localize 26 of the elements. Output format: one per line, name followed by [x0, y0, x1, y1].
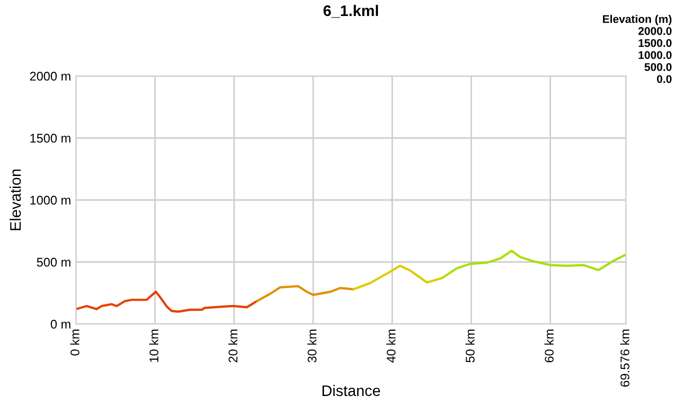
x-tick-label: 20 km	[228, 330, 238, 362]
x-tick-label: 30 km	[307, 330, 317, 362]
y-tick-label: 2000 m	[30, 72, 70, 81]
x-tick-label: 10 km	[149, 330, 158, 362]
y-axis-title: Elevation	[10, 170, 21, 230]
x-axis-title: Distance	[322, 384, 380, 396]
x-tick-label: 60 km	[544, 330, 554, 362]
line-series	[440, 250, 626, 280]
line-series	[256, 285, 355, 302]
x-tick-label: 69.576 km	[620, 330, 630, 387]
y-tick-label: 0 m	[50, 320, 70, 329]
text: 2000.0	[638, 27, 672, 35]
text: 1000.0	[638, 51, 672, 59]
text: Elevation (m)	[602, 14, 672, 26]
y-tick-label: 500 m	[36, 258, 70, 267]
x-tick-label: 40 km	[386, 330, 396, 363]
chart-title: 6_1.kml	[324, 4, 378, 18]
y-tick-label: 1500 m	[30, 134, 70, 143]
text: 500.0	[644, 63, 672, 71]
text: 0.0	[656, 75, 672, 83]
y-tick-label: 1000 m	[30, 196, 70, 205]
line-series	[76, 290, 258, 313]
text: 1500.0	[638, 39, 672, 47]
line-series	[352, 264, 444, 290]
x-tick-label: 0 km	[70, 330, 80, 356]
x-tick-label: 50 km	[465, 330, 475, 362]
